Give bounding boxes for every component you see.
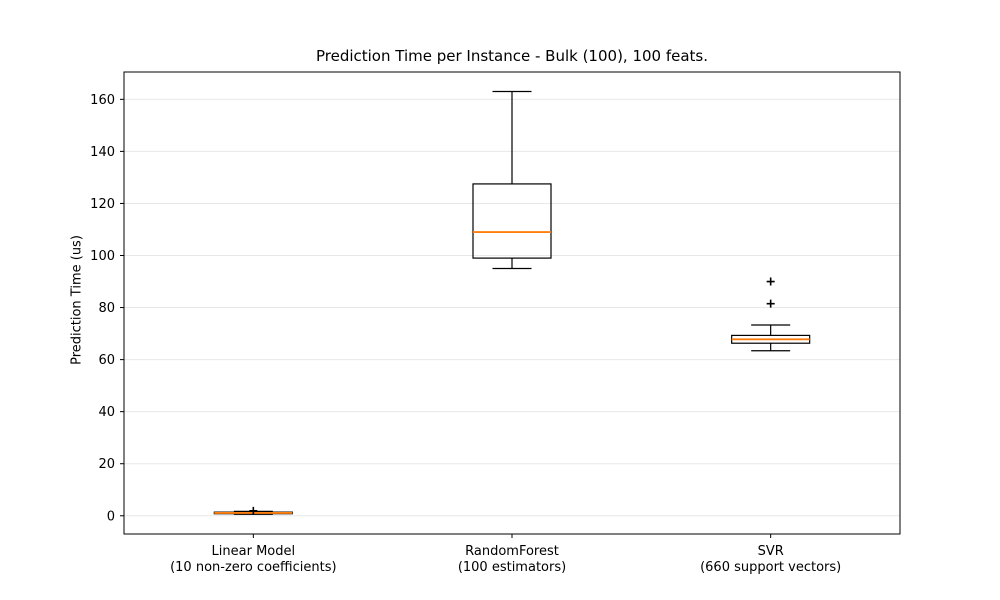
x-category-label-line2: (100 estimators) <box>458 560 566 575</box>
y-tick-label: 140 <box>90 145 115 160</box>
y-tick-label: 160 <box>90 93 115 108</box>
y-tick-label: 100 <box>90 249 115 264</box>
x-category-label-line2: (660 support vectors) <box>700 560 841 575</box>
x-category-label-line2: (10 non-zero coefficients) <box>170 560 336 575</box>
y-tick-label: 80 <box>98 301 115 316</box>
y-axis-label: Prediction Time (us) <box>69 235 85 365</box>
y-tick-label: 40 <box>98 405 115 420</box>
flier-plus-icon <box>249 506 258 515</box>
chart-title: Prediction Time per Instance - Bulk (100… <box>315 47 709 65</box>
x-category-label-line1: Linear Model <box>212 544 296 559</box>
x-category-label-line1: RandomForest <box>465 544 559 559</box>
y-tick-label: 120 <box>90 197 115 212</box>
y-tick-label: 60 <box>98 353 115 368</box>
box <box>472 183 552 259</box>
y-tick-label: 0 <box>107 509 115 524</box>
y-tick-label: 20 <box>98 457 115 472</box>
x-category-label-line1: SVR <box>758 544 784 559</box>
flier-plus-icon <box>766 299 775 308</box>
flier-plus-icon <box>766 277 775 286</box>
